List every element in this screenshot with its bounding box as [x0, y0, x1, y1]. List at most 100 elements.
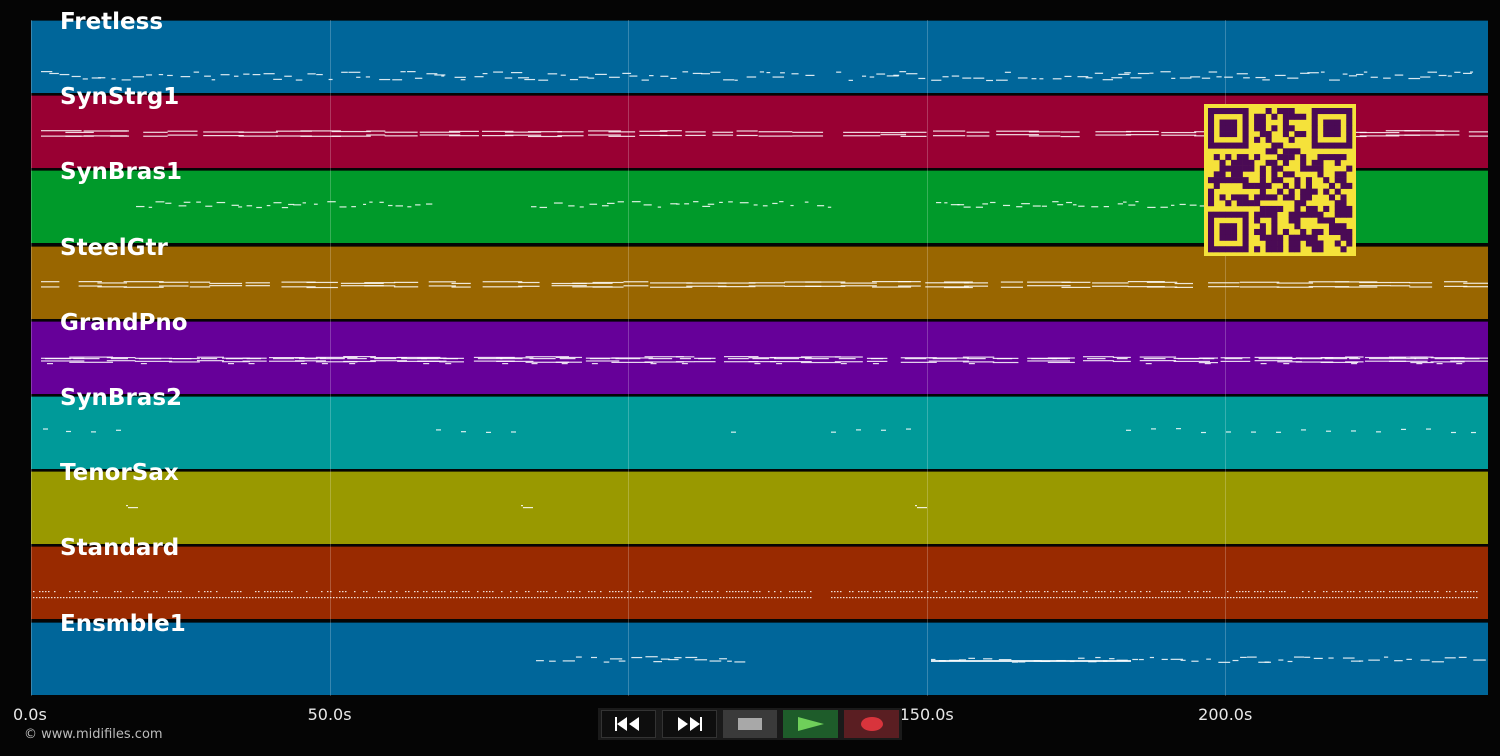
stop-button[interactable]: [722, 710, 778, 738]
note-mark: [981, 597, 983, 599]
note-mark: [1471, 431, 1476, 434]
note-mark: [560, 74, 566, 76]
note-mark: [54, 591, 56, 593]
qr-code-icon[interactable]: [1204, 104, 1356, 256]
note-mark: [1329, 79, 1340, 81]
transport-controls: [598, 708, 902, 740]
note-mark: [962, 77, 972, 79]
note-mark: [609, 597, 611, 599]
track-name: SynBras1: [60, 159, 183, 186]
note-mark: [1293, 656, 1305, 658]
note-mark: [1430, 356, 1465, 359]
note-mark: [591, 591, 593, 593]
note-mark: [426, 73, 438, 75]
note-mark: [438, 597, 440, 599]
note-mark: [1392, 591, 1394, 593]
note-mark: [963, 206, 971, 209]
note-mark: [1131, 591, 1133, 593]
note-mark: [998, 658, 1012, 660]
note-mark: [570, 597, 572, 599]
note-mark: [784, 281, 822, 283]
note-mark: [575, 656, 582, 658]
note-mark: [1463, 282, 1488, 284]
note-mark: [1420, 659, 1430, 661]
note-mark: [489, 591, 491, 593]
note-mark: [728, 201, 733, 203]
note-mark: [1263, 597, 1265, 599]
note-mark: [59, 73, 70, 76]
note-mark: [1029, 591, 1031, 593]
note-mark: [759, 591, 761, 593]
note-mark: [528, 597, 530, 599]
note-mark: [246, 357, 262, 359]
note-mark: [1089, 597, 1091, 599]
note-mark: [1468, 135, 1488, 137]
note-mark: [872, 362, 879, 364]
note-mark: [1368, 659, 1380, 661]
note-mark: [438, 591, 440, 593]
note-mark: [1113, 591, 1115, 593]
note-mark: [459, 597, 461, 599]
fast-forward-button[interactable]: [661, 710, 717, 738]
note-mark: [1470, 591, 1472, 593]
note-mark: [57, 597, 59, 599]
note-mark: [685, 131, 706, 133]
rewind-icon: [615, 717, 640, 731]
note-mark: [147, 591, 149, 593]
note-mark: [468, 591, 470, 593]
note-mark: [897, 597, 899, 599]
note-mark: [1035, 591, 1037, 593]
track-lane: TenorSax: [31, 460, 1488, 545]
note-mark: [171, 597, 173, 599]
note-mark: [866, 360, 888, 362]
note-mark: [91, 77, 101, 79]
note-mark: [1242, 597, 1244, 599]
note-mark: [846, 597, 848, 599]
note-mark: [936, 591, 938, 593]
note-mark: [183, 597, 185, 599]
rewind-button[interactable]: [601, 710, 656, 738]
note-mark: [702, 597, 704, 599]
note-mark: [1359, 597, 1361, 599]
note-mark: [1208, 281, 1240, 283]
note-mark: [333, 597, 335, 599]
note-mark: [805, 74, 815, 77]
note-mark: [281, 281, 316, 283]
note-mark: [222, 597, 224, 599]
note-mark: [1179, 597, 1181, 599]
note-mark: [1149, 72, 1154, 74]
note-mark: [945, 597, 947, 599]
note-marks: [33, 591, 1478, 599]
note-mark: [555, 591, 557, 593]
note-mark: [1194, 597, 1196, 599]
note-mark: [331, 131, 371, 133]
note-mark: [734, 660, 746, 663]
note-mark: [1304, 656, 1311, 658]
note-mark: [867, 597, 869, 599]
note-mark: [1451, 431, 1456, 434]
note-mark: [456, 591, 458, 593]
note-mark: [306, 597, 308, 599]
note-mark: [156, 591, 158, 593]
note-mark: [1408, 77, 1421, 80]
note-mark: [426, 591, 428, 593]
note-mark: [601, 205, 609, 207]
note-mark: [41, 130, 82, 132]
play-button[interactable]: [783, 710, 839, 738]
note-mark: [644, 361, 684, 363]
note-mark: [611, 357, 653, 359]
record-button[interactable]: [844, 710, 899, 738]
note-mark: [75, 597, 77, 599]
note-mark: [1269, 597, 1271, 599]
note-mark: [1345, 356, 1364, 358]
note-mark: [1350, 660, 1361, 662]
note-mark: [321, 597, 323, 599]
note-mark: [99, 597, 101, 599]
note-mark: [426, 597, 428, 599]
note-mark: [299, 357, 318, 359]
note-mark: [963, 285, 989, 287]
note-mark: [1404, 130, 1445, 132]
note-mark: [492, 591, 494, 593]
note-mark: [1353, 591, 1355, 593]
note-mark: [800, 361, 841, 363]
